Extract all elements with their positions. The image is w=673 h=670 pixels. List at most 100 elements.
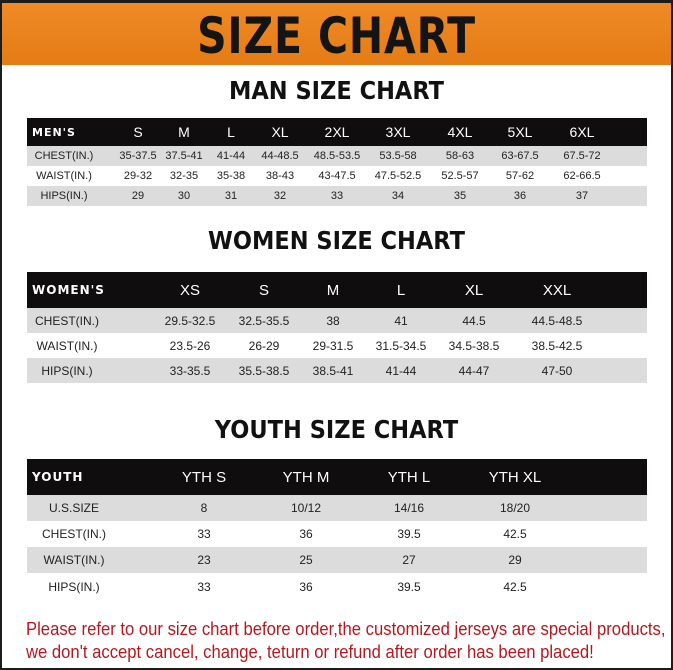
size-value: 29.5-32.5	[164, 313, 216, 328]
size-value: 33-35.5	[169, 363, 211, 378]
size-value: 8	[200, 501, 208, 515]
table-title-cell: YOUTH	[32, 470, 84, 484]
table-row: WAIST(IN.) 29-32 32-35 35-38 38-43 43-47.5 47.…	[27, 166, 647, 186]
table-row: CHEST(IN.) 35-37.5 37.5-41 41-44 44-48.5 48.5…	[27, 146, 647, 166]
size-value: 10/12	[290, 501, 322, 515]
size-value: 44-48.5	[261, 150, 299, 162]
row-label: WAIST(IN.)	[36, 170, 92, 182]
size-header: XS	[179, 281, 201, 299]
size-value: 58-63	[445, 150, 475, 162]
size-value: 52.5-57	[441, 170, 479, 182]
size-value: 39.5	[397, 579, 421, 594]
size-value: 36	[299, 579, 313, 594]
row-label: HIPS(IN.)	[48, 579, 100, 594]
size-value: 38	[326, 313, 340, 328]
size-value: 32.5-35.5	[238, 313, 290, 328]
men-size-table: MEN'S S M L XL 2XL 3XL 4XL 5XL 6XL CHEST(IN.) 35-37…	[27, 118, 647, 206]
size-value: 37.5-41	[165, 150, 203, 162]
table-row: HIPS(IN.) 29 30 31 32 33 34 35 36 37	[27, 186, 647, 206]
size-value: 31.5-34.5	[375, 338, 427, 353]
row-label: WAIST(IN.)	[36, 338, 98, 353]
size-value: 29	[131, 190, 145, 202]
size-header: YTH L	[387, 468, 431, 486]
size-value: 18/20	[499, 501, 531, 515]
table-row: CHEST(IN.) 33 36 39.5 42.5	[27, 521, 647, 547]
table-row: HIPS(IN.) 33 36 39.5 42.5	[27, 573, 647, 600]
header-row: WOMEN'S XS S M L XL XXL	[27, 272, 647, 308]
size-value: 47-50	[541, 363, 573, 378]
size-header: M	[326, 281, 340, 299]
size-value: 23.5-26	[169, 338, 211, 353]
men-title: MAN SIZE CHART	[229, 76, 444, 105]
row-label: CHEST(IN.)	[34, 150, 94, 162]
table-row: HIPS(IN.) 33-35.5 35.5-38.5 38.5-41 41-44 44-…	[27, 358, 647, 383]
size-value: 33	[197, 527, 211, 541]
size-value: 41-44	[385, 363, 417, 378]
size-value: 34.5-38.5	[448, 338, 500, 353]
table-row: CHEST(IN.) 29.5-32.5 32.5-35.5 38 41 44.5 44.5…	[27, 308, 647, 333]
size-value: 41-44	[216, 150, 246, 162]
note-line-1: Please refer to our size chart before or…	[26, 618, 666, 639]
size-header: M	[178, 124, 190, 140]
size-value: 35	[453, 190, 467, 202]
size-value: 35-37.5	[119, 150, 157, 162]
note-line-2: we don't accept cancel, change, teturn o…	[26, 641, 594, 662]
size-value: 30	[177, 190, 191, 202]
youth-size-table: YOUTH YTH S YTH M YTH L YTH XL U.S.SIZE 8 10/12…	[27, 459, 647, 600]
size-value: 35-38	[216, 170, 246, 182]
size-header: 2XL	[324, 124, 350, 140]
size-value: 33	[330, 190, 344, 202]
size-value: 34	[391, 190, 405, 202]
size-value: 47.5-52.5	[374, 170, 422, 182]
size-header: L	[227, 124, 235, 140]
size-value: 44.5	[462, 313, 486, 328]
size-value: 25	[299, 553, 313, 567]
size-value: 29	[508, 553, 522, 567]
size-value: 26-29	[248, 338, 280, 353]
youth-title: YOUTH SIZE CHART	[214, 415, 459, 444]
row-label: CHEST(IN.)	[35, 313, 99, 328]
row-label: WAIST(IN.)	[43, 553, 105, 567]
size-value: 32-35	[169, 170, 199, 182]
size-header: S	[133, 124, 143, 140]
size-value: 37	[575, 190, 589, 202]
size-value: 44-47	[458, 363, 490, 378]
header-row: YOUTH YTH S YTH M YTH L YTH XL	[27, 459, 647, 495]
size-value: 43-47.5	[318, 170, 356, 182]
size-value: 42.5	[503, 527, 527, 541]
size-value: 14/16	[393, 501, 425, 515]
banner: SIZE CHART	[2, 3, 671, 65]
size-value: 39.5	[397, 527, 421, 541]
size-header: XL	[271, 124, 289, 140]
size-value: 36	[513, 190, 527, 202]
size-value: 35.5-38.5	[238, 363, 290, 378]
row-label: CHEST(IN.)	[42, 527, 106, 541]
size-value: 29-32	[123, 170, 153, 182]
size-value: 44.5-48.5	[531, 313, 583, 328]
table-title-cell: MEN'S	[32, 125, 76, 139]
size-header: XXL	[542, 281, 572, 299]
size-header: 4XL	[447, 124, 473, 140]
size-value: 31	[224, 190, 238, 202]
table-row: U.S.SIZE 8 10/12 14/16 18/20	[27, 495, 647, 521]
size-value: 57-62	[505, 170, 535, 182]
size-header: 5XL	[507, 124, 533, 140]
row-label: U.S.SIZE	[48, 501, 100, 515]
header-row: MEN'S S M L XL 2XL 3XL 4XL 5XL 6XL	[27, 118, 647, 146]
size-value: 67.5-72	[563, 150, 601, 162]
women-size-table: WOMEN'S XS S M L XL XXL CHEST(IN.) 29.5-32.5 32.5…	[27, 272, 647, 383]
size-value: 38.5-42.5	[531, 338, 583, 353]
size-header: L	[396, 281, 406, 299]
size-value: 48.5-53.5	[313, 150, 361, 162]
size-value: 32	[273, 190, 287, 202]
size-header: S	[258, 281, 270, 299]
size-value: 36	[299, 527, 313, 541]
size-value: 63-67.5	[501, 150, 539, 162]
size-header: YTH M	[282, 468, 330, 486]
size-header: YTH XL	[488, 468, 542, 486]
size-value: 23	[197, 553, 211, 567]
size-value: 33	[197, 579, 211, 594]
size-header: XL	[464, 281, 484, 299]
size-value: 27	[402, 553, 416, 567]
size-header: 6XL	[569, 124, 595, 140]
